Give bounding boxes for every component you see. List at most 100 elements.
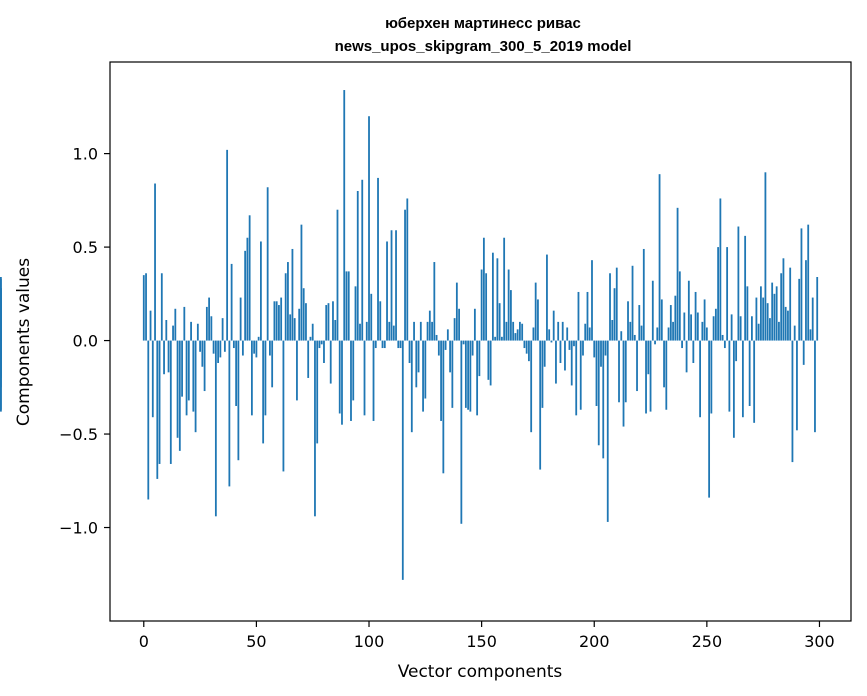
bar [512, 321, 515, 341]
bar [460, 340, 463, 524]
bar [732, 340, 735, 438]
bar [591, 260, 593, 341]
bar [388, 321, 391, 341]
bar [212, 340, 215, 354]
bar [257, 336, 260, 341]
bar [201, 340, 204, 367]
bar [219, 340, 222, 358]
x-tick-label: 200 [579, 632, 610, 651]
bar [287, 262, 289, 341]
bar [719, 198, 722, 341]
bar [419, 321, 422, 341]
bar [280, 297, 283, 341]
bar [332, 301, 334, 341]
bar [537, 299, 539, 341]
bar [199, 340, 201, 352]
bar [167, 340, 170, 373]
bar [158, 340, 161, 464]
bar [347, 271, 350, 341]
bar [433, 262, 436, 341]
bar [401, 340, 404, 580]
bar [503, 237, 506, 341]
bar [442, 340, 445, 474]
bar [160, 273, 163, 341]
bar [789, 267, 792, 341]
bar [282, 340, 285, 472]
bar [370, 293, 373, 341]
bar [406, 198, 409, 341]
bar [678, 271, 681, 341]
bar [555, 340, 557, 384]
bar [163, 340, 165, 375]
bar [237, 340, 240, 461]
bar [278, 305, 280, 341]
bar [154, 183, 156, 341]
bar [449, 340, 451, 373]
bar [816, 277, 819, 341]
bar [489, 340, 492, 386]
bar [329, 340, 332, 384]
bar [532, 327, 535, 341]
bar [413, 321, 415, 341]
bar [496, 258, 499, 341]
bar [577, 291, 580, 341]
bar [735, 340, 738, 362]
bar [784, 306, 787, 341]
bar [629, 321, 632, 341]
bar [647, 340, 650, 375]
bar [480, 269, 483, 341]
bar [780, 273, 783, 341]
y-tick-label: 0.5 [73, 238, 98, 257]
bar [183, 306, 186, 341]
bar [336, 209, 339, 341]
bar [559, 340, 562, 363]
bar [273, 301, 276, 341]
bar [379, 301, 382, 341]
bar [217, 340, 220, 363]
bar [266, 187, 269, 341]
bar [769, 318, 771, 341]
bar [196, 323, 199, 341]
bar [0, 277, 2, 341]
bar [352, 340, 355, 401]
bar [390, 230, 393, 341]
bar [458, 308, 460, 341]
bar [552, 310, 555, 341]
bar [525, 340, 528, 354]
bar [814, 340, 816, 433]
bar [521, 323, 524, 341]
bar [471, 340, 474, 356]
bar [656, 327, 659, 341]
bar [314, 340, 316, 517]
x-tick-label: 50 [246, 632, 266, 651]
bar [260, 241, 262, 341]
plot-area-frame [109, 61, 852, 622]
bar [174, 308, 177, 341]
bar [172, 325, 174, 341]
bar [455, 282, 458, 341]
bar [230, 263, 233, 341]
bar [550, 340, 553, 343]
bar [771, 282, 774, 341]
bar [253, 340, 256, 354]
bar [755, 297, 758, 341]
bar [739, 316, 742, 341]
bar [631, 265, 634, 341]
bar [228, 340, 231, 487]
bar [519, 321, 521, 341]
bar [316, 340, 319, 444]
bar [751, 316, 753, 341]
bar [564, 340, 566, 371]
bar [516, 329, 519, 341]
bar [726, 247, 729, 341]
bar [787, 310, 789, 341]
bar [239, 297, 242, 341]
bar [473, 308, 476, 341]
bar [699, 340, 701, 418]
bar [467, 340, 470, 410]
bar [796, 340, 798, 431]
bar [377, 177, 379, 341]
bar [487, 340, 490, 380]
bar [381, 340, 384, 349]
bar [232, 340, 235, 349]
